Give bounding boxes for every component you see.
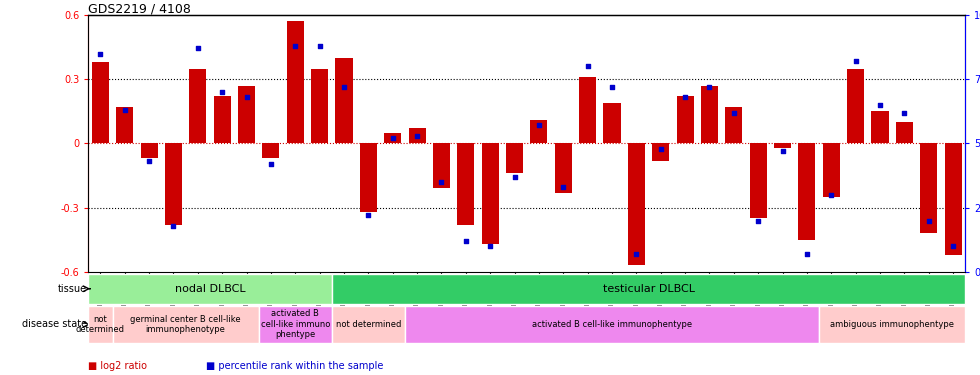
Point: [823, 192, 839, 198]
Text: activated B
cell-like immuno
phentype: activated B cell-like immuno phentype: [261, 309, 330, 339]
Point: [507, 174, 522, 180]
Bar: [555, 144, 571, 193]
Point: [361, 212, 376, 218]
Point: [433, 179, 449, 185]
Bar: [384, 133, 401, 144]
Text: not determined: not determined: [336, 320, 401, 329]
Bar: [140, 144, 158, 158]
Point: [848, 58, 863, 64]
Bar: [287, 21, 304, 144]
Point: [166, 223, 181, 229]
Bar: [332, 306, 405, 343]
Bar: [823, 144, 840, 197]
Point: [628, 251, 644, 257]
Point: [872, 102, 888, 108]
Point: [580, 63, 596, 69]
Text: disease state: disease state: [23, 320, 87, 329]
Text: ■ percentile rank within the sample: ■ percentile rank within the sample: [206, 361, 383, 371]
Bar: [506, 144, 523, 173]
Point: [605, 84, 620, 90]
Bar: [725, 107, 743, 144]
Point: [482, 243, 498, 249]
Bar: [530, 120, 548, 144]
Text: nodal DLBCL: nodal DLBCL: [174, 284, 245, 294]
Point: [897, 110, 912, 116]
Bar: [819, 306, 965, 343]
Point: [190, 45, 206, 51]
Text: ambiguous immunophentype: ambiguous immunophentype: [830, 320, 955, 329]
Bar: [335, 58, 353, 144]
Point: [336, 84, 352, 90]
Bar: [88, 274, 332, 304]
Text: not
determined: not determined: [75, 315, 124, 334]
Bar: [920, 144, 937, 233]
Bar: [117, 107, 133, 144]
Bar: [458, 144, 474, 225]
Point: [92, 51, 108, 57]
Point: [239, 94, 255, 100]
Bar: [259, 306, 332, 343]
Text: ■ log2 ratio: ■ log2 ratio: [88, 361, 147, 371]
Bar: [774, 144, 791, 148]
Bar: [433, 144, 450, 188]
Bar: [604, 103, 620, 144]
Point: [677, 94, 693, 100]
Point: [263, 161, 278, 167]
Point: [385, 135, 401, 141]
Point: [531, 123, 547, 129]
Point: [117, 107, 132, 113]
Bar: [628, 144, 645, 266]
Point: [287, 43, 303, 49]
Point: [751, 217, 766, 223]
Bar: [332, 274, 965, 304]
Point: [141, 158, 157, 164]
Point: [921, 217, 937, 223]
Bar: [360, 144, 377, 212]
Text: tissue: tissue: [58, 284, 87, 294]
Bar: [405, 306, 819, 343]
Bar: [263, 144, 279, 158]
Point: [556, 184, 571, 190]
Point: [458, 238, 473, 244]
Bar: [214, 96, 230, 144]
Bar: [750, 144, 766, 218]
Bar: [871, 111, 889, 144]
Bar: [311, 69, 328, 144]
Bar: [409, 129, 425, 144]
Bar: [701, 86, 718, 144]
Point: [726, 110, 742, 116]
Point: [702, 84, 717, 90]
Bar: [165, 144, 182, 225]
Point: [946, 243, 961, 249]
Bar: [113, 306, 259, 343]
Point: [775, 148, 791, 154]
Point: [312, 43, 327, 49]
Bar: [482, 144, 499, 244]
Bar: [189, 69, 207, 144]
Bar: [238, 86, 255, 144]
Point: [799, 251, 814, 257]
Point: [410, 133, 425, 139]
Text: testicular DLBCL: testicular DLBCL: [603, 284, 695, 294]
Bar: [847, 69, 864, 144]
Bar: [653, 144, 669, 160]
Text: activated B cell-like immunophentype: activated B cell-like immunophentype: [532, 320, 692, 329]
Bar: [88, 306, 113, 343]
Bar: [676, 96, 694, 144]
Bar: [579, 77, 596, 144]
Text: germinal center B cell-like
immunophenotype: germinal center B cell-like immunophenot…: [130, 315, 241, 334]
Bar: [945, 144, 961, 255]
Text: GDS2219 / 4108: GDS2219 / 4108: [88, 2, 191, 15]
Bar: [799, 144, 815, 240]
Bar: [92, 62, 109, 144]
Point: [215, 89, 230, 95]
Point: [653, 146, 668, 152]
Bar: [896, 122, 913, 144]
